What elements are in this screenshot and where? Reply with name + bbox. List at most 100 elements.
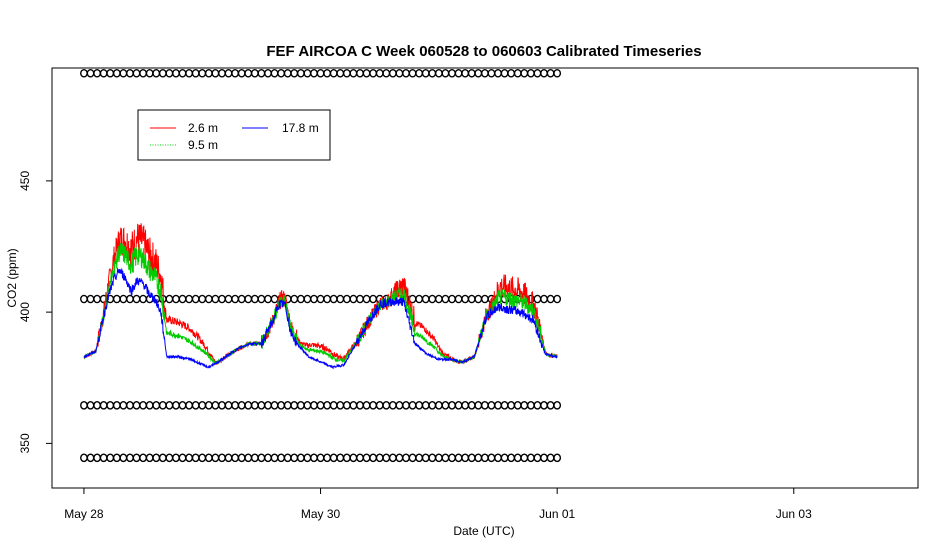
- flag-marker: [204, 68, 213, 78]
- flag-marker: [500, 453, 509, 463]
- flag-marker: [316, 68, 325, 78]
- flag-marker: [329, 68, 338, 78]
- flag-marker: [415, 401, 424, 410]
- flag-marker: [204, 401, 213, 410]
- flag-marker: [467, 401, 476, 410]
- flag-marker: [119, 294, 128, 304]
- flag-marker: [540, 453, 548, 463]
- flag-marker: [336, 294, 345, 304]
- flag-marker: [310, 294, 318, 304]
- flag-marker: [329, 453, 338, 463]
- flag-marker: [80, 68, 88, 78]
- flag-marker: [158, 453, 167, 463]
- flag-marker: [198, 453, 207, 463]
- flag-marker: [218, 68, 226, 78]
- x-tick-label: May 30: [301, 507, 341, 521]
- flag-marker: [448, 401, 456, 410]
- flag-marker: [283, 401, 292, 410]
- flag-marker: [145, 453, 154, 463]
- flag-marker: [231, 294, 240, 304]
- flag-marker: [185, 294, 194, 304]
- flag-marker: [402, 453, 410, 463]
- flag-marker: [172, 453, 180, 463]
- flag-marker: [356, 294, 364, 304]
- flag-marker: [277, 68, 286, 78]
- flag-marker: [172, 68, 180, 78]
- flag-marker: [356, 68, 364, 78]
- flag-marker: [296, 453, 305, 463]
- flag-marker: [520, 401, 529, 410]
- flag-marker: [480, 401, 489, 410]
- flag-marker: [283, 68, 292, 78]
- flag-marker: [356, 401, 364, 410]
- flag-marker: [244, 453, 253, 463]
- flag-marker: [428, 401, 437, 410]
- flag-marker: [132, 294, 141, 304]
- flag-marker: [178, 401, 187, 410]
- flag-marker: [139, 68, 147, 78]
- flag-marker: [349, 68, 358, 78]
- flag-marker: [388, 68, 397, 78]
- flag-marker: [553, 68, 562, 78]
- flag-marker: [290, 68, 299, 78]
- flag-marker: [218, 294, 226, 304]
- flag-marker: [526, 68, 535, 78]
- flag-marker: [126, 453, 134, 463]
- flag-marker: [303, 401, 312, 410]
- flag-marker: [336, 453, 345, 463]
- flag-marker: [428, 453, 437, 463]
- flag-marker: [277, 401, 286, 410]
- flag-marker: [362, 68, 371, 78]
- flag-marker: [428, 68, 437, 78]
- flag-marker: [342, 453, 351, 463]
- flag-marker: [395, 401, 404, 410]
- flag-marker: [480, 294, 489, 304]
- flag-marker: [257, 294, 266, 304]
- chart-title: FEF AIRCOA C Week 060528 to 060603 Calib…: [266, 43, 701, 60]
- flag-marker: [520, 453, 529, 463]
- flag-marker: [474, 401, 483, 410]
- flag-marker: [336, 68, 345, 78]
- flag-marker: [487, 401, 496, 410]
- flag-marker: [112, 453, 121, 463]
- series-17-8m: [83, 267, 558, 370]
- flag-marker: [533, 453, 542, 463]
- flag-marker: [546, 294, 555, 304]
- flag-marker: [139, 453, 147, 463]
- flag-marker: [553, 294, 562, 304]
- flag-marker: [119, 68, 128, 78]
- flag-marker: [526, 453, 535, 463]
- flag-marker: [520, 68, 529, 78]
- legend: 2.6 m 9.5 m 17.8 m: [137, 109, 331, 161]
- flag-marker: [356, 453, 364, 463]
- flag-marker: [500, 68, 509, 78]
- flag-marker: [375, 401, 384, 410]
- flag-marker: [231, 68, 240, 78]
- flag-marker: [461, 68, 470, 78]
- flag-marker: [106, 453, 115, 463]
- flag-marker: [382, 401, 391, 410]
- flag-marker: [119, 453, 128, 463]
- flag-marker: [191, 401, 200, 410]
- flag-marker: [461, 294, 470, 304]
- flag-marker: [237, 294, 246, 304]
- flag-marker: [461, 401, 470, 410]
- flag-marker: [165, 294, 174, 304]
- flag-marker: [329, 294, 338, 304]
- flag-marker: [454, 453, 463, 463]
- flag-marker: [513, 453, 522, 463]
- flag-marker: [211, 294, 220, 304]
- flag-marker: [237, 453, 246, 463]
- flag-marker: [198, 401, 207, 410]
- flag-marker: [540, 401, 548, 410]
- flag-marker: [158, 68, 167, 78]
- flag-marker: [310, 68, 318, 78]
- flag-marker: [323, 68, 332, 78]
- flag-marker: [454, 294, 463, 304]
- flag-marker: [198, 68, 207, 78]
- flag-marker: [480, 453, 489, 463]
- flag-marker: [441, 294, 450, 304]
- y-axis-label: CO2 (ppm): [5, 248, 19, 307]
- legend-label-9-5m: 9.5 m: [188, 138, 218, 152]
- flag-marker: [80, 453, 88, 463]
